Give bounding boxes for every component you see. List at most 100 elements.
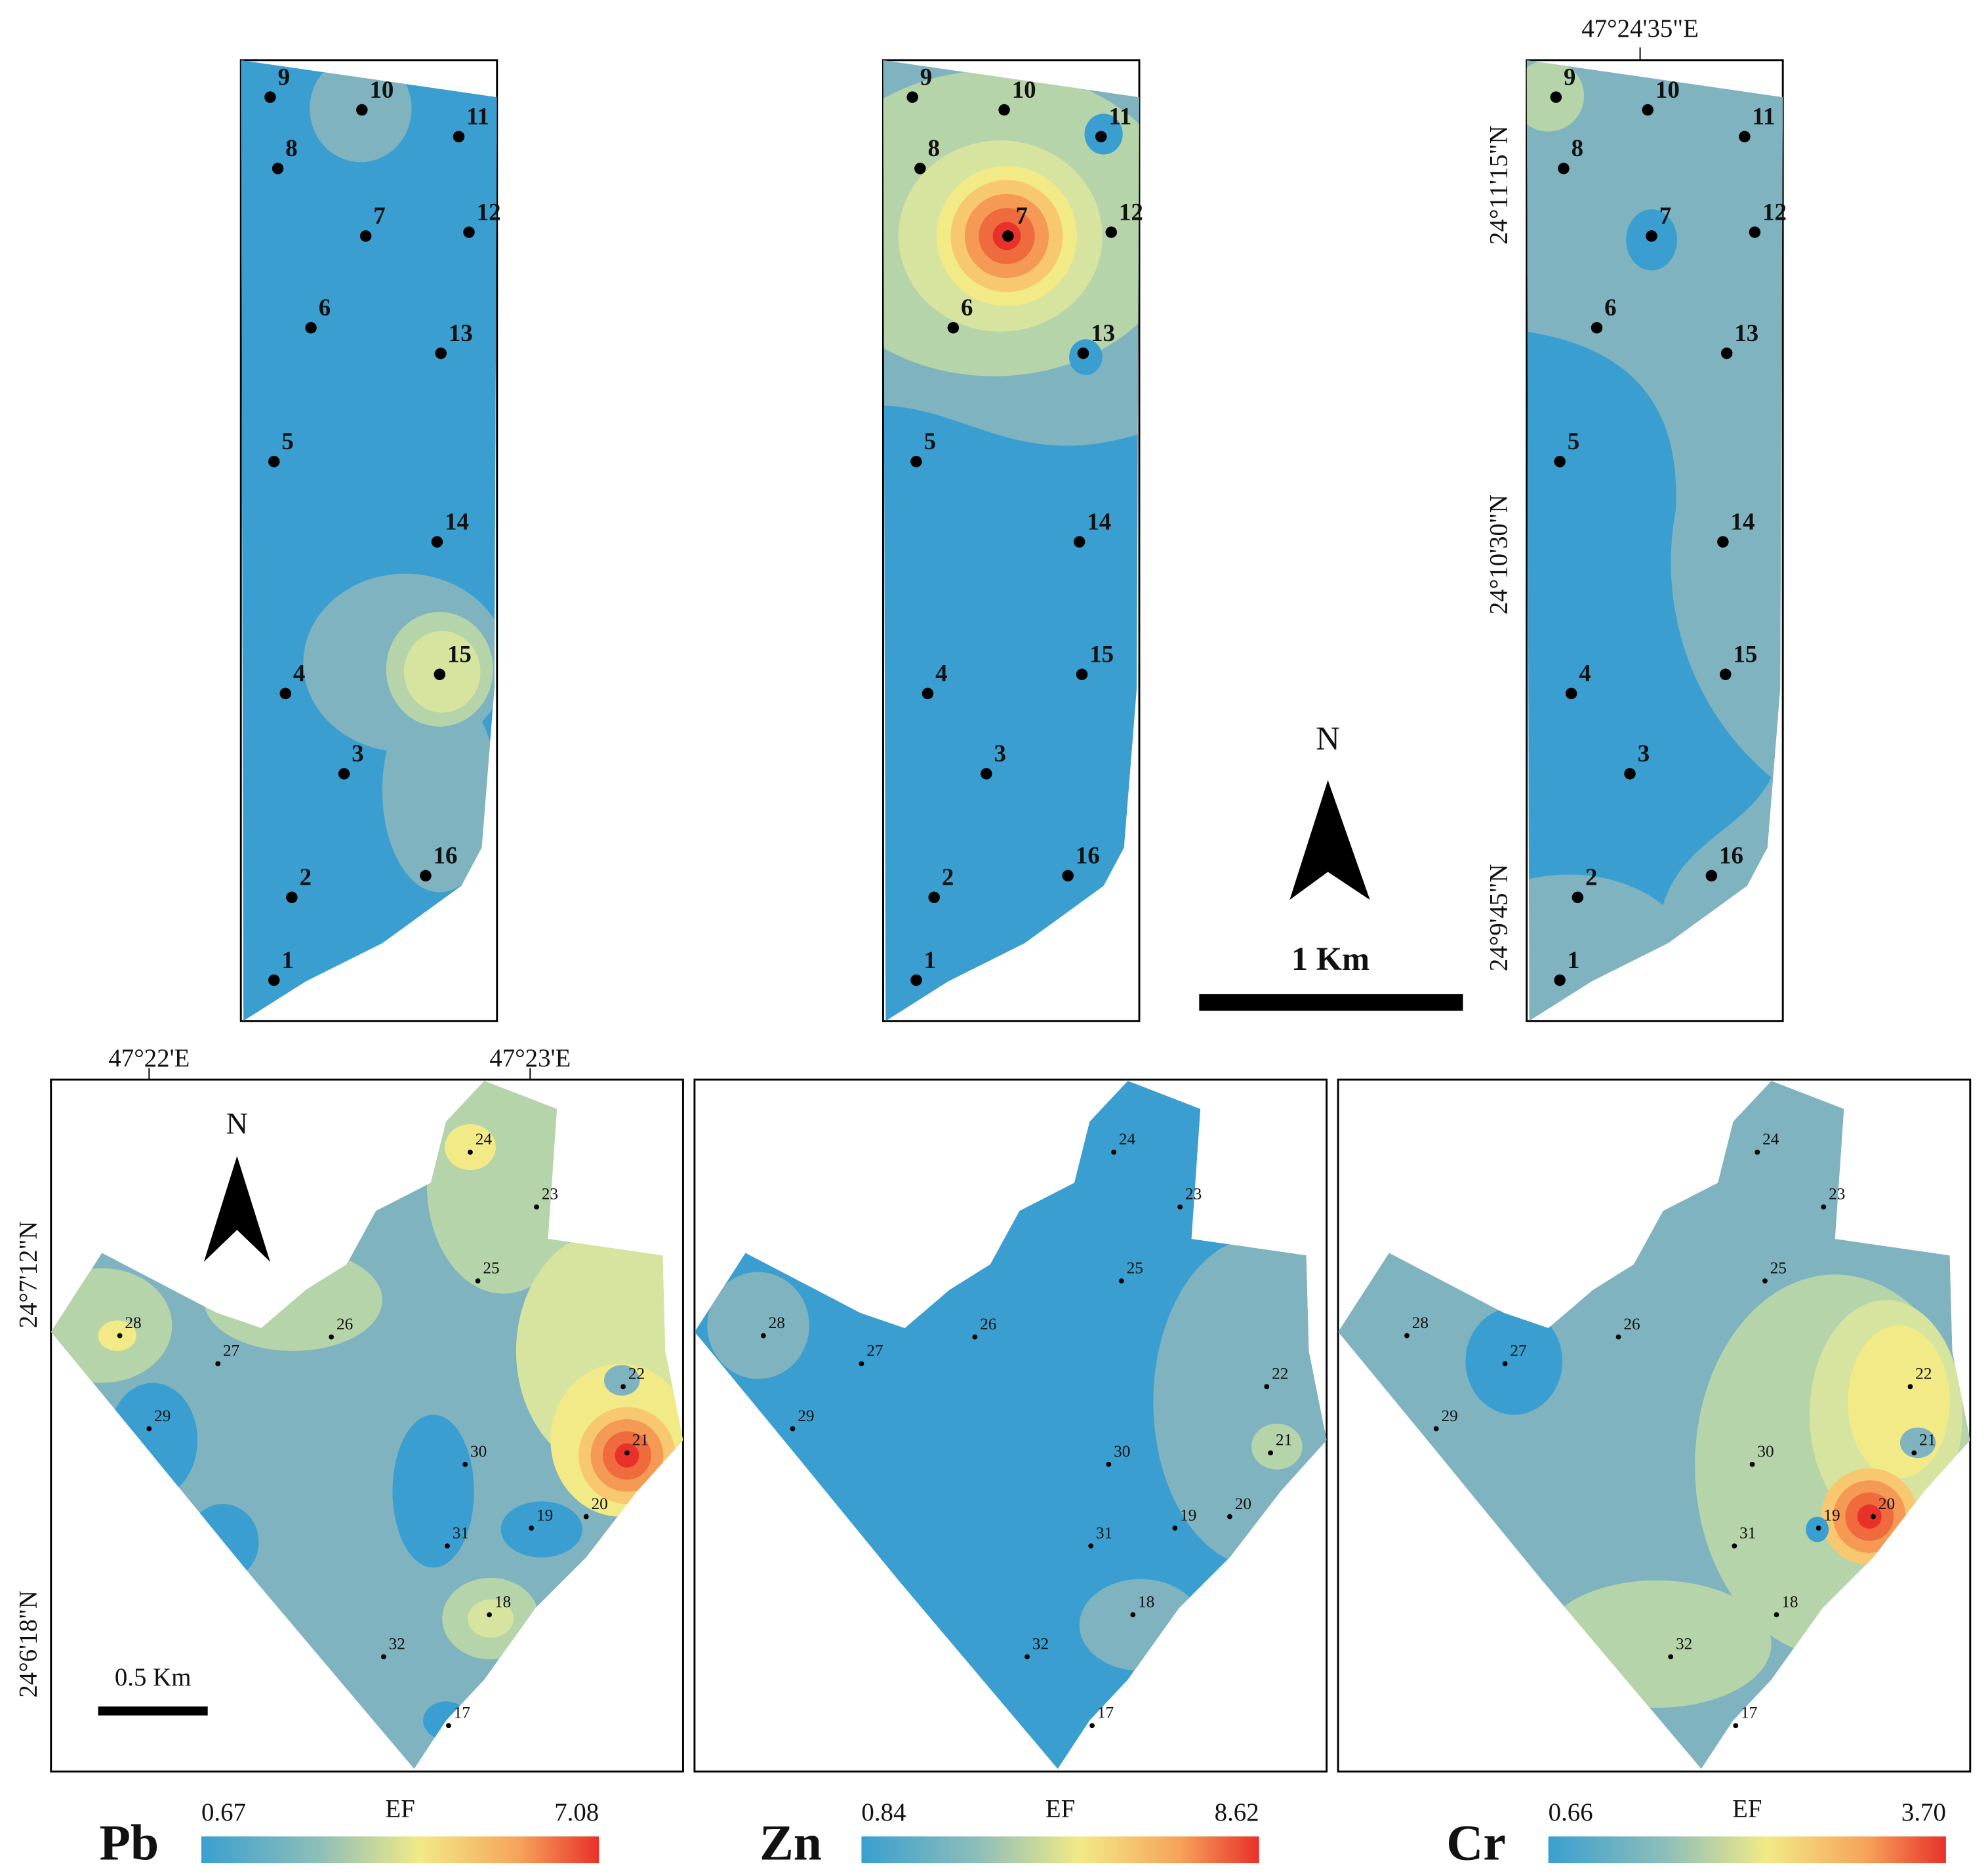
- sample-label: 20: [1235, 1495, 1251, 1513]
- scale-label: 0.5 Km: [115, 1663, 192, 1691]
- sample-label: 26: [336, 1315, 353, 1333]
- sample-label: 30: [470, 1442, 487, 1461]
- sample-label: 21: [1919, 1431, 1936, 1449]
- sample-label: 9: [920, 63, 932, 90]
- sample-label: 19: [1823, 1506, 1840, 1524]
- sample-label: 28: [769, 1314, 785, 1332]
- ef-surface: [883, 60, 1139, 1021]
- sample-label: 17: [454, 1704, 470, 1722]
- ef-zone: [603, 1365, 640, 1396]
- sample-label: 8: [927, 134, 939, 161]
- ef-zone: [1526, 60, 1585, 132]
- latitude-label: 24°7'12"N: [14, 1221, 43, 1329]
- sample-label: 10: [1012, 76, 1036, 103]
- ef-zone: [1526, 331, 1772, 905]
- sample-label: 18: [1138, 1592, 1154, 1611]
- longitude-label: 47°24'35"E: [1581, 14, 1699, 43]
- sample-label: 3: [352, 740, 363, 767]
- sample-label: 27: [866, 1342, 883, 1360]
- north-arrow: [203, 1156, 270, 1262]
- sample-label: 8: [285, 134, 297, 161]
- sample-label: 32: [1032, 1635, 1049, 1653]
- sample-label: 31: [1096, 1524, 1112, 1542]
- sample-point: [1749, 1462, 1755, 1467]
- sample-point: [947, 322, 960, 334]
- scale-label: 1 Km: [1291, 940, 1369, 977]
- sample-label: 30: [1114, 1442, 1130, 1461]
- sample-point: [906, 91, 918, 103]
- sample-label: 1: [281, 946, 293, 973]
- sample-label: 11: [466, 103, 489, 130]
- sample-label: 20: [592, 1495, 608, 1513]
- sample-label: 24: [1762, 1130, 1779, 1148]
- sample-point: [305, 322, 317, 334]
- sample-point: [1739, 131, 1751, 143]
- sample-point: [356, 104, 368, 116]
- sample-label: 14: [445, 508, 469, 534]
- sample-label: 22: [1272, 1365, 1288, 1383]
- ef-zone: [382, 688, 497, 893]
- ef-zone: [1857, 1504, 1882, 1529]
- sample-point: [1572, 891, 1584, 904]
- legend-min: 0.84: [861, 1798, 906, 1826]
- sample-label: 23: [542, 1185, 558, 1203]
- sample-label: 13: [449, 319, 473, 346]
- sample-point: [1118, 1278, 1124, 1284]
- sample-label: 30: [1757, 1442, 1774, 1461]
- sample-point: [910, 974, 922, 986]
- sample-label: 17: [1097, 1704, 1114, 1722]
- sample-point: [1073, 536, 1085, 548]
- sample-label: 9: [1564, 63, 1575, 90]
- sample-label: 12: [1762, 198, 1787, 225]
- sample-label: 29: [1441, 1407, 1457, 1425]
- sample-point: [1774, 1612, 1779, 1618]
- legend-title: EF: [1045, 1794, 1075, 1823]
- sample-label: 16: [1719, 842, 1743, 869]
- sample-point: [431, 536, 443, 548]
- sample-point: [487, 1612, 492, 1618]
- legend-title: EF: [385, 1794, 415, 1823]
- sample-point: [1871, 1514, 1876, 1520]
- sample-label: 23: [1829, 1185, 1845, 1203]
- sample-label: 6: [319, 294, 331, 321]
- sample-point: [446, 1723, 451, 1729]
- legend-bar: [201, 1836, 599, 1864]
- sample-label: 29: [798, 1407, 814, 1425]
- sample-label: 26: [980, 1315, 996, 1333]
- sample-label: 12: [477, 198, 501, 225]
- sample-point: [286, 891, 298, 904]
- sample-label: 11: [1753, 103, 1775, 130]
- sample-label: 9: [278, 63, 290, 90]
- sample-point: [434, 668, 446, 681]
- ef-zone: [1465, 1307, 1563, 1415]
- sample-point: [1907, 1384, 1913, 1390]
- legend-max: 8.62: [1215, 1798, 1259, 1826]
- sample-point: [264, 91, 276, 103]
- sample-label: 28: [1412, 1314, 1429, 1332]
- sample-point: [910, 456, 922, 468]
- sample-label: 24: [1119, 1130, 1136, 1148]
- ef-zone: [468, 1599, 514, 1638]
- scale-bar: [98, 1706, 208, 1716]
- sample-label: 15: [1089, 641, 1114, 668]
- sample-point: [1717, 536, 1729, 548]
- legend-bar: [861, 1836, 1259, 1864]
- sample-point: [359, 230, 372, 242]
- sample-point: [914, 163, 926, 174]
- sample-point: [534, 1204, 539, 1210]
- legend-title: EF: [1732, 1794, 1762, 1823]
- sample-point: [1404, 1333, 1410, 1339]
- sample-point: [1024, 1654, 1030, 1660]
- sample-point: [1106, 1462, 1112, 1467]
- sample-label: 20: [1878, 1495, 1895, 1513]
- sample-point: [1062, 870, 1074, 882]
- sample-label: 12: [1119, 198, 1143, 225]
- sample-label: 4: [935, 660, 947, 687]
- legend-min: 0.67: [201, 1798, 246, 1826]
- sample-point: [380, 1654, 386, 1660]
- sample-point: [1111, 1150, 1117, 1155]
- sample-label: 1: [1568, 946, 1579, 973]
- sample-point: [972, 1334, 978, 1340]
- sample-label: 18: [495, 1592, 511, 1611]
